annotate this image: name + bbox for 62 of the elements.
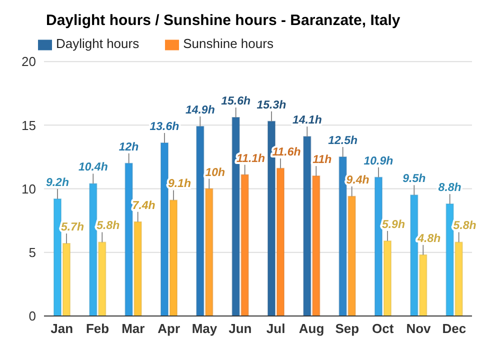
- x-tick-label: Jun: [228, 321, 252, 336]
- data-label: 14.9h: [185, 104, 215, 116]
- x-tick-label: Jul: [266, 321, 286, 336]
- x-tick-label: Sep: [335, 321, 360, 336]
- bar: [446, 204, 454, 316]
- bar: [124, 162, 133, 316]
- data-label: 12h: [118, 141, 139, 154]
- bar: [383, 240, 392, 316]
- y-tick-label: 5: [28, 245, 36, 260]
- data-label: 10.4h: [78, 162, 108, 174]
- data-label: 5.9h: [382, 218, 405, 231]
- bar: [160, 142, 168, 316]
- y-tick-label: 0: [28, 308, 36, 324]
- chart-title: Daylight hours / Sunshine hours - Baranzate, Italy: [45, 11, 402, 31]
- x-tick-label: May: [192, 321, 218, 336]
- data-label: 5.8h: [453, 220, 476, 232]
- data-label: 9.4h: [346, 174, 370, 186]
- x-tick-label: Mar: [122, 321, 145, 336]
- legend-label: Sunshine hours: [183, 36, 274, 51]
- bar: [196, 126, 204, 316]
- bar: [276, 168, 284, 316]
- data-label: 15.3h: [256, 99, 286, 112]
- data-label: 9.5h: [402, 173, 426, 186]
- data-label: 10.9h: [364, 155, 394, 168]
- y-tick-label: 10: [22, 181, 36, 196]
- bar: [338, 156, 347, 316]
- y-tick-label: 20: [22, 54, 36, 70]
- data-label: 5.7h: [60, 221, 84, 234]
- data-label: 9.1h: [168, 178, 191, 190]
- bar: [89, 183, 98, 316]
- bar: [205, 188, 214, 316]
- data-label: 8.8h: [438, 182, 462, 194]
- x-tick-label: Oct: [372, 321, 394, 336]
- y-tick-label: 15: [22, 118, 36, 133]
- data-label: 7.4h: [132, 200, 156, 212]
- bar: [169, 200, 178, 316]
- data-label: 11h: [312, 154, 332, 166]
- data-label: 13.6h: [150, 120, 180, 133]
- x-tick-label: Apr: [158, 321, 180, 336]
- bar: [62, 242, 70, 316]
- bar: [419, 254, 428, 316]
- bar: [98, 242, 106, 316]
- bar: [53, 198, 62, 316]
- bar: [312, 176, 320, 316]
- x-tick-label: Jan: [50, 321, 74, 336]
- x-tick-label: Feb: [86, 321, 110, 336]
- x-tick-label: Nov: [406, 321, 432, 336]
- bar: [454, 242, 463, 316]
- bar: [303, 136, 312, 316]
- data-label: 15.6h: [221, 96, 251, 108]
- bar: [348, 196, 356, 316]
- bar: [374, 176, 382, 316]
- bar: [240, 174, 249, 316]
- x-tick-label: Aug: [298, 321, 324, 336]
- bar: [410, 194, 418, 316]
- data-label: 9.2h: [46, 176, 69, 189]
- x-tick-label: Dec: [442, 321, 466, 336]
- data-label: 14.1h: [292, 114, 322, 127]
- legend-label: Daylight hours: [56, 36, 140, 51]
- data-label: 12.5h: [328, 134, 358, 147]
- bar: [134, 221, 142, 316]
- data-label: 10h: [205, 166, 226, 179]
